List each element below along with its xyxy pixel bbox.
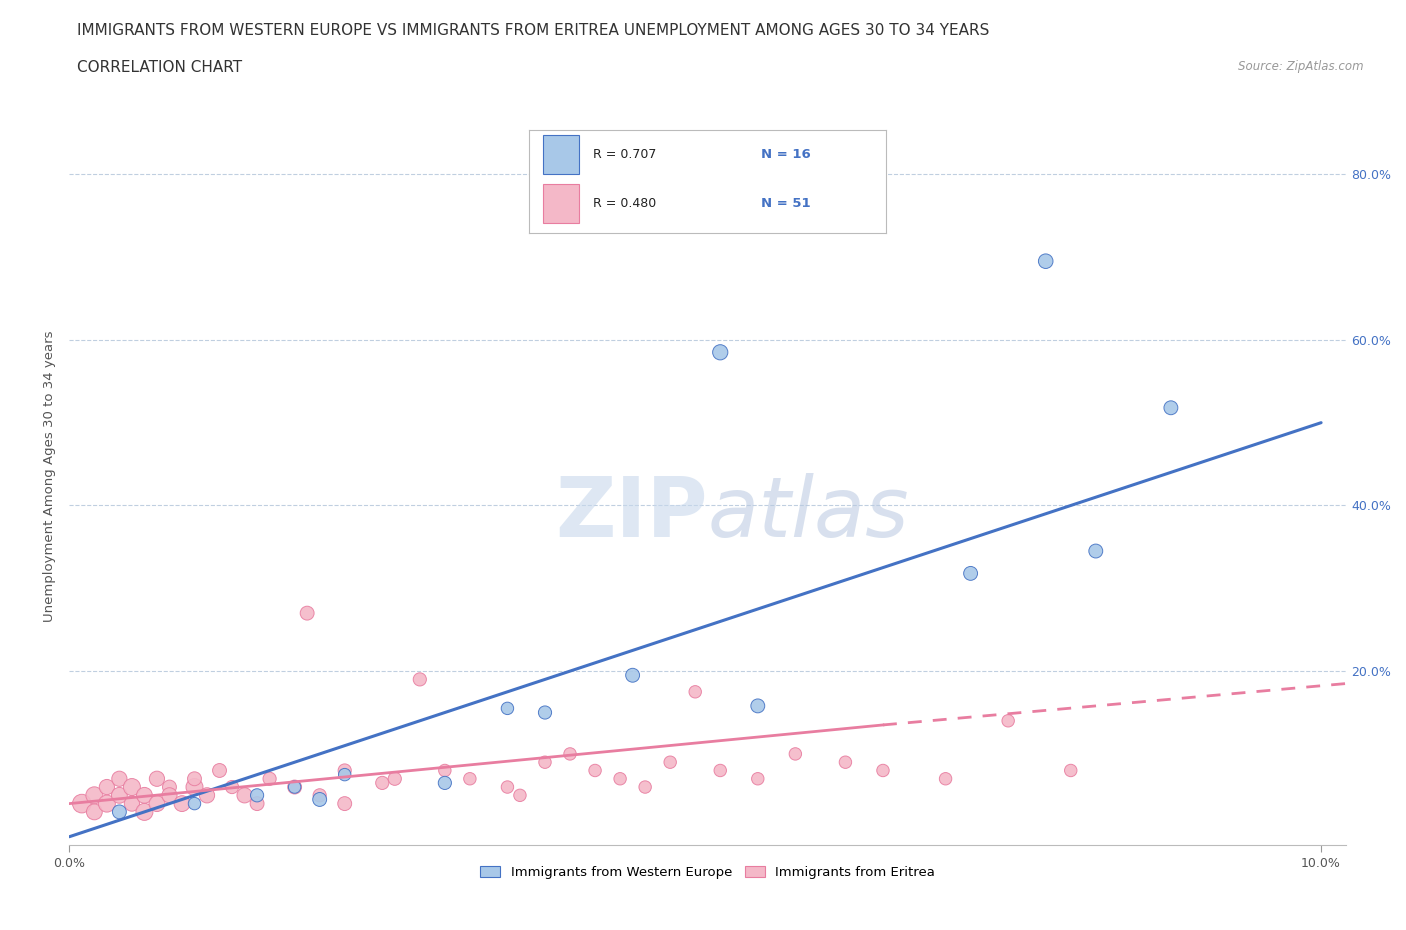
Text: IMMIGRANTS FROM WESTERN EUROPE VS IMMIGRANTS FROM ERITREA UNEMPLOYMENT AMONG AGE: IMMIGRANTS FROM WESTERN EUROPE VS IMMIGR… (77, 23, 990, 38)
Point (159, 779, 181, 794)
Point (308, 792, 330, 807)
Point (709, 345, 731, 360)
Point (134, 804, 156, 819)
Point (246, 788, 269, 803)
Point (509, 788, 531, 803)
Point (183, 771, 205, 786)
Point (709, 763, 731, 777)
Point (747, 698, 769, 713)
Point (195, 788, 218, 803)
Point (747, 771, 769, 786)
Point (96, 796, 118, 811)
Point (259, 771, 281, 786)
Text: ZIP: ZIP (555, 472, 707, 554)
Point (785, 747, 807, 762)
Point (621, 668, 644, 683)
Point (159, 788, 181, 803)
Y-axis label: Unemployment Among Ages 30 to 34 years: Unemployment Among Ages 30 to 34 years (44, 331, 56, 622)
Point (997, 713, 1019, 728)
Point (683, 684, 706, 699)
Point (333, 796, 356, 811)
Point (146, 771, 169, 786)
Point (308, 788, 330, 803)
Point (246, 796, 269, 811)
Point (1160, 400, 1182, 415)
Point (183, 796, 205, 811)
Point (371, 776, 394, 790)
Point (496, 779, 519, 794)
Point (458, 771, 481, 786)
Point (221, 779, 243, 794)
Point (108, 788, 131, 803)
Point (634, 779, 657, 794)
Point (284, 779, 307, 794)
Point (96, 779, 118, 794)
Point (295, 605, 318, 620)
Point (409, 672, 432, 687)
Point (83, 804, 105, 819)
Point (1060, 763, 1083, 777)
Point (1035, 254, 1057, 269)
Point (108, 804, 131, 819)
Point (121, 779, 143, 794)
Point (534, 705, 557, 720)
Point (609, 771, 631, 786)
Point (170, 796, 193, 811)
Point (659, 755, 682, 770)
Point (183, 779, 205, 794)
Point (583, 763, 606, 777)
Point (333, 763, 356, 777)
Point (83, 788, 105, 803)
Point (872, 763, 894, 777)
Point (959, 566, 981, 581)
Point (146, 796, 169, 811)
Text: atlas: atlas (707, 472, 910, 554)
Point (558, 747, 581, 762)
Point (534, 755, 557, 770)
Point (208, 763, 231, 777)
Point (70, 796, 93, 811)
Point (233, 788, 256, 803)
Point (433, 763, 456, 777)
Point (834, 755, 856, 770)
Point (1084, 544, 1107, 559)
Point (108, 771, 131, 786)
Text: CORRELATION CHART: CORRELATION CHART (77, 60, 242, 75)
Point (433, 776, 456, 790)
Point (333, 767, 356, 782)
Point (384, 771, 406, 786)
Legend: Immigrants from Western Europe, Immigrants from Eritrea: Immigrants from Western Europe, Immigran… (481, 866, 935, 879)
Point (134, 788, 156, 803)
Point (284, 779, 307, 794)
Point (496, 701, 519, 716)
Point (121, 796, 143, 811)
Point (935, 771, 957, 786)
Text: Source: ZipAtlas.com: Source: ZipAtlas.com (1239, 60, 1364, 73)
